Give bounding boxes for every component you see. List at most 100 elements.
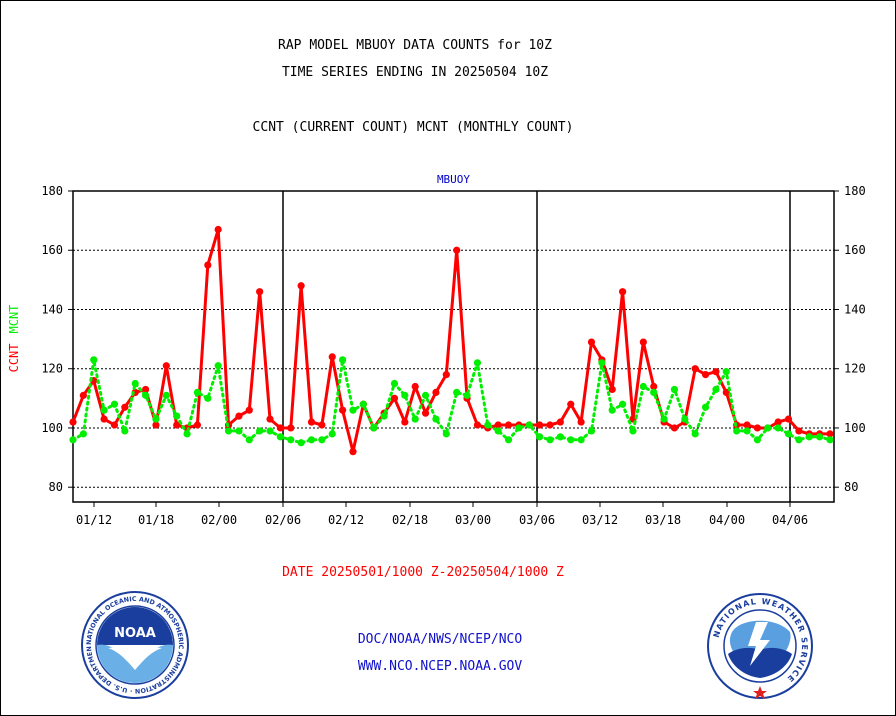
data-point-ccnt [411,382,419,391]
data-point-ccnt [297,282,305,290]
data-point-ccnt [691,365,699,373]
data-point-ccnt [670,424,679,432]
data-point-ccnt [546,421,554,429]
data-point-ccnt [743,421,751,429]
data-point-ccnt [318,421,326,429]
data-point-mcnt [380,412,388,420]
data-point-mcnt [266,427,274,435]
data-point-mcnt [577,436,585,444]
data-point-mcnt [784,430,793,438]
nws-logo-icon: NATIONAL WEATHER SERVICE [707,593,813,699]
y-tick-label-left: 120 [41,362,63,376]
data-point-mcnt [753,436,762,444]
chart-title-line3: CCNT (CURRENT COUNT) MCNT (MONTHLY COUNT… [252,120,574,135]
data-point-mcnt [536,433,544,441]
data-point-ccnt [110,421,119,429]
y-tick-label-left: 100 [41,421,63,435]
data-point-mcnt [297,439,305,447]
x-tick-label: 02/12 [328,513,364,527]
data-point-ccnt [349,448,357,456]
data-point-ccnt [421,409,430,417]
data-point-ccnt [339,406,347,414]
y-tick-label-right: 80 [844,480,858,494]
data-point-mcnt [701,403,710,411]
footer-org: DOC/NOAA/NWS/NCEP/NCO [357,632,523,647]
data-point-ccnt [173,421,181,429]
data-point-mcnt [152,415,160,423]
data-point-ccnt [100,415,108,423]
data-point-ccnt [266,415,274,423]
data-point-mcnt [826,436,834,444]
data-point-mcnt [774,424,782,432]
data-point-ccnt [193,421,202,429]
x-tick-label: 03/12 [582,513,618,527]
x-tick-label: 02/18 [392,513,428,527]
data-point-mcnt [473,359,482,367]
data-point-mcnt [453,388,461,397]
data-point-ccnt [276,424,284,432]
data-point-mcnt [131,379,139,388]
data-point-ccnt [608,385,616,394]
data-point-ccnt [432,388,440,397]
data-point-ccnt [141,385,150,394]
data-point-mcnt [598,359,606,367]
data-point-ccnt [722,388,730,397]
data-point-ccnt [712,368,720,376]
y-tick-label-left: 180 [41,184,63,198]
data-point-mcnt [411,415,419,423]
data-point-ccnt [69,418,77,426]
data-point-mcnt [619,400,627,408]
data-point-mcnt [629,427,637,435]
data-point-mcnt [162,391,170,399]
data-point-mcnt [245,436,253,444]
noaa-logo-text: NOAA [114,626,156,641]
data-point-mcnt [141,391,150,399]
data-point-mcnt [432,415,440,423]
plot-frame [72,190,835,503]
data-point-mcnt [370,424,378,432]
y-axis-label-ccnt: CCNT [7,344,21,373]
data-point-ccnt [473,421,482,429]
data-point-ccnt [453,246,461,254]
data-point-mcnt [494,427,502,435]
data-point-mcnt [691,430,699,438]
data-point-mcnt [173,412,181,420]
data-point-mcnt [795,436,803,444]
data-point-mcnt [359,400,367,408]
data-point-ccnt [753,424,762,432]
data-point-mcnt [214,362,222,370]
data-point-ccnt [556,418,564,426]
data-point-mcnt [515,424,523,432]
data-point-mcnt [224,427,233,435]
data-point-ccnt [504,421,513,429]
y-tick-label-left: 140 [41,302,63,316]
y-tick-label-right: 160 [844,243,866,257]
footer-url[interactable]: WWW.NCO.NCEP.NOAA.GOV [357,659,523,674]
data-point-mcnt [256,427,264,435]
x-tick-label: 03/00 [455,513,491,527]
data-point-mcnt [110,400,119,408]
data-point-mcnt [390,379,399,388]
data-point-mcnt [421,391,430,399]
data-point-mcnt [525,421,533,429]
chart-title-line1: RAP MODEL MBUOY DATA COUNTS for 10Z [278,38,552,53]
data-point-mcnt [90,356,98,364]
data-point-mcnt [660,415,668,423]
x-tick-label: 03/06 [519,513,555,527]
data-point-mcnt [722,368,730,376]
data-point-mcnt [504,436,513,444]
data-point-mcnt [287,436,295,444]
data-point-mcnt [442,430,450,438]
data-point-ccnt [639,338,647,346]
data-point-mcnt [463,391,471,399]
data-point-ccnt [784,415,793,423]
data-point-mcnt [328,430,336,438]
data-point-ccnt [442,371,450,379]
data-point-mcnt [193,388,202,397]
data-point-ccnt [650,382,658,391]
data-point-mcnt [183,430,191,438]
data-point-ccnt [121,403,129,411]
y-tick-label-left: 80 [49,480,63,494]
data-point-ccnt [307,418,316,426]
